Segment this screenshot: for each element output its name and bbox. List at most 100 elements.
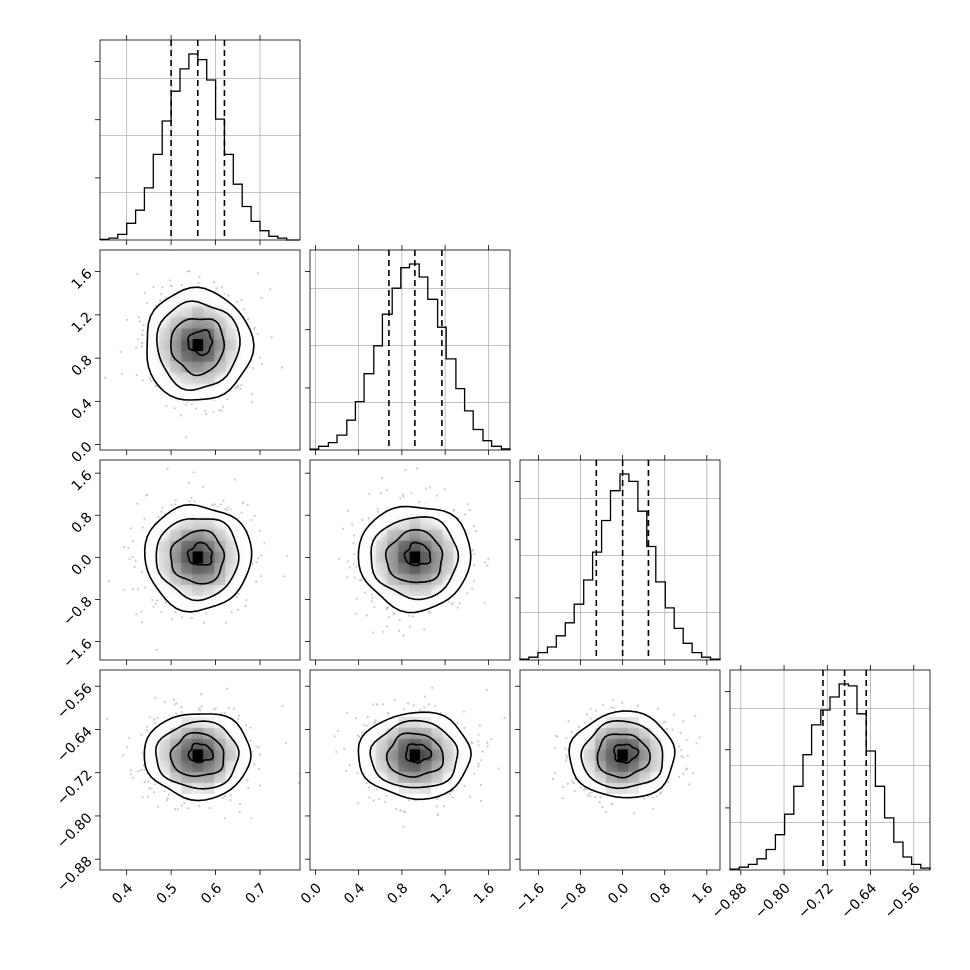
density-block: [387, 540, 399, 552]
density-block: [431, 749, 443, 761]
density-block: [214, 771, 226, 783]
density-block: [203, 716, 215, 728]
density-block: [431, 727, 443, 739]
density-block: [203, 350, 215, 362]
density-block: [225, 551, 237, 563]
x-tick-label-1-3: 1.2: [428, 880, 455, 907]
density-block: [214, 727, 226, 739]
density-block: [606, 760, 618, 772]
density-block: [181, 782, 193, 794]
density-block: [409, 562, 421, 574]
density-block: [203, 540, 215, 552]
density-block: [203, 573, 215, 585]
density-block: [159, 551, 171, 563]
density-block: [398, 760, 410, 772]
density-block: [225, 738, 237, 750]
density-block: [387, 551, 399, 563]
density-block: [214, 361, 226, 373]
density-block: [376, 551, 388, 563]
density-block: [181, 584, 193, 596]
density-block: [170, 562, 182, 574]
density-block: [606, 771, 618, 783]
density-block: [442, 562, 454, 574]
density-block: [214, 551, 226, 563]
density-block: [420, 782, 432, 794]
density-block: [420, 529, 432, 541]
x-tick-label-0-1: 0.5: [154, 880, 181, 907]
y-tick-label-3-3: −0.64: [54, 724, 96, 766]
histogram-1: [309, 263, 511, 450]
x-tick-label-0-0: 0.4: [109, 880, 136, 907]
density-block: [181, 328, 193, 340]
density-block: [181, 562, 193, 574]
y-tick-label-1-2: 0.8: [69, 352, 96, 379]
density-block: [420, 727, 432, 739]
y-tick-label-1-1: 0.4: [69, 396, 96, 423]
density-block: [170, 317, 182, 329]
density-block: [387, 529, 399, 541]
panel-frame: [309, 249, 511, 451]
panel-3-1: [305, 669, 511, 875]
density-block: [420, 584, 432, 596]
density-block: [192, 540, 204, 552]
panel-frame: [99, 459, 301, 661]
histogram-3: [729, 683, 931, 870]
y-tick-label-1-0: 0.0: [69, 439, 96, 466]
density-block: [181, 372, 193, 384]
density-block: [203, 771, 215, 783]
density-block: [203, 738, 215, 750]
panel-content: [333, 686, 506, 828]
density-block: [442, 760, 454, 772]
density-block: [192, 306, 204, 318]
contour-inner: [385, 732, 445, 778]
density-block: [376, 562, 388, 574]
density-block: [387, 727, 399, 739]
contour-core: [613, 743, 640, 764]
contour-mid: [155, 517, 240, 602]
x-tick-label-1-1: 0.4: [341, 880, 368, 907]
x-tick-label-0-2: 0.6: [198, 880, 225, 907]
panel-content: [551, 699, 701, 815]
density-block: [442, 738, 454, 750]
contour-outer: [357, 505, 472, 614]
density-block: [159, 350, 171, 362]
panel-1-1: [305, 245, 511, 455]
density-block: [192, 573, 204, 585]
panel-content: [337, 467, 490, 637]
density-block: [617, 760, 629, 772]
density-block: [192, 562, 204, 574]
density-block: [181, 306, 193, 318]
density-block: [420, 771, 432, 783]
density-block: [203, 518, 215, 530]
density-block: [376, 540, 388, 552]
density-block: [214, 350, 226, 362]
density-block: [420, 749, 432, 761]
x-tick-label-0-3: 0.7: [243, 880, 270, 907]
contour-outer: [143, 503, 253, 613]
panel-frame: [99, 669, 301, 871]
density-block: [192, 760, 204, 772]
panel-1-0: [95, 249, 301, 455]
density-block: [442, 749, 454, 761]
density-block: [398, 551, 410, 563]
density-block: [170, 540, 182, 552]
density-block: [398, 771, 410, 783]
density-block: [214, 529, 226, 541]
panel-frame: [519, 669, 721, 871]
density-block: [225, 540, 237, 552]
density-block: [225, 350, 237, 362]
x-tick-label-1-2: 0.8: [384, 880, 411, 907]
contour-core: [405, 743, 433, 764]
density-block: [181, 771, 193, 783]
density-block: [203, 749, 215, 761]
contour-core: [186, 541, 213, 566]
density-block: [203, 361, 215, 373]
density-block: [214, 760, 226, 772]
density-block: [584, 760, 596, 772]
density-block: [181, 317, 193, 329]
density-block: [398, 749, 410, 761]
x-tick-label-3-1: −0.80: [752, 880, 794, 922]
panel-frame: [99, 39, 301, 241]
density-block: [170, 350, 182, 362]
